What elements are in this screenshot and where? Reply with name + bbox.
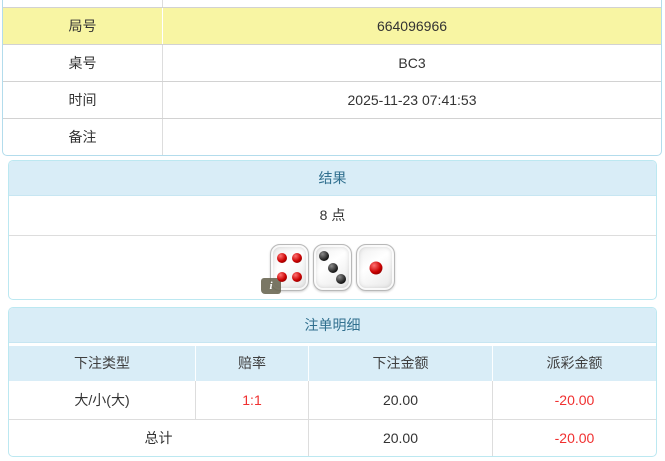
die-pip: [292, 253, 303, 264]
total-bet-amount: 20.00: [309, 420, 493, 456]
round-number-label: 局号: [3, 8, 163, 44]
round-number-value: 664096966: [376, 18, 448, 34]
time-value: 2025-11-23 07:41:53: [347, 92, 477, 108]
table-number-value: BC3: [398, 55, 426, 71]
payout-value: -20.00: [554, 392, 595, 408]
dice-row: i: [9, 236, 656, 299]
bet-type-header: 下注类型: [9, 346, 196, 381]
bets-header-row: 下注类型 赔率 下注金额 派彩金额: [9, 346, 656, 381]
result-points: 8 点: [9, 196, 656, 236]
odds-value: 1:1: [196, 381, 309, 419]
remark-value: [163, 119, 661, 155]
time-row: 时间 2025-11-23 07:41:53: [3, 82, 661, 119]
die-pip: [336, 273, 346, 284]
total-label: 总计: [9, 420, 309, 456]
divider: [9, 343, 656, 346]
result-panel-title: 结果: [9, 161, 656, 196]
total-payout: -20.00: [554, 430, 595, 446]
bets-panel: 注单明细 下注类型 赔率 下注金额 派彩金额 大/小(大) 1:1 20.00 …: [8, 307, 657, 457]
die-pip: [318, 251, 329, 262]
bet-amount-value: 20.00: [309, 381, 493, 419]
remark-row: 备注: [3, 119, 661, 155]
odds-header: 赔率: [196, 346, 309, 381]
cutoff-row: [3, 0, 661, 8]
die-pip: [276, 271, 287, 282]
round-number-row: 局号 664096966: [3, 8, 661, 45]
table-number-label: 桌号: [3, 45, 163, 81]
result-panel: 结果 8 点 i: [8, 160, 657, 300]
table-number-row: 桌号 BC3: [3, 45, 661, 82]
bet-amount-header: 下注金额: [309, 346, 493, 381]
bet-type-value: 大/小(大): [9, 381, 196, 419]
die-3-icon: [356, 244, 395, 291]
total-row: 总计 20.00 -20.00: [9, 420, 656, 456]
die-pip: [292, 271, 303, 282]
bets-panel-title: 注单明细: [9, 308, 656, 343]
die-2-icon: [313, 244, 352, 291]
time-label: 时间: [3, 82, 163, 118]
game-info-table: 局号 664096966 桌号 BC3 时间 2025-11-23 07:41:…: [2, 0, 662, 156]
bet-row: 大/小(大) 1:1 20.00 -20.00: [9, 381, 656, 420]
die-pip: [327, 262, 338, 273]
remark-label: 备注: [3, 119, 163, 155]
die-1-icon: i: [261, 244, 309, 294]
die-pip: [276, 253, 287, 264]
die-pip: [369, 261, 382, 274]
image-info-icon[interactable]: i: [261, 278, 281, 294]
payout-header: 派彩金额: [546, 355, 603, 371]
